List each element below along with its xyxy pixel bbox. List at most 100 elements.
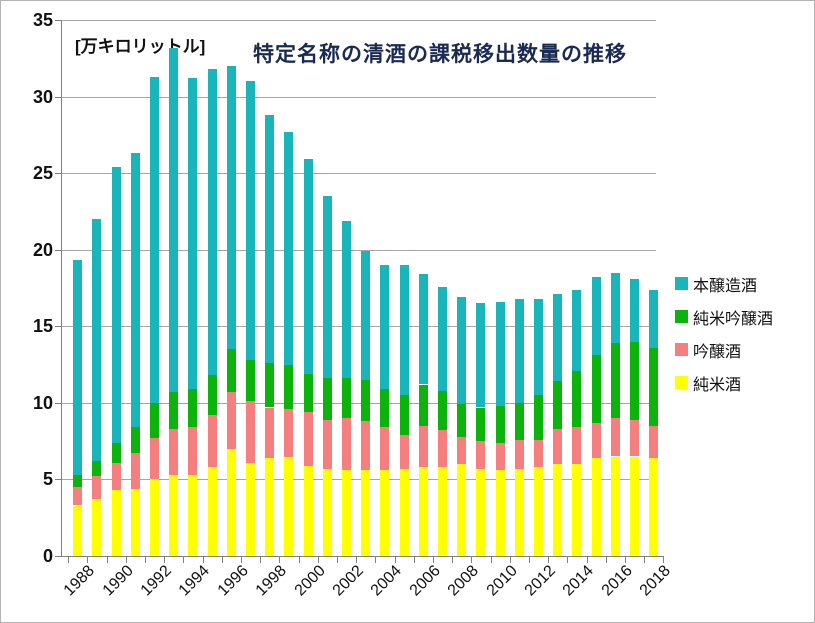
bar-2014-junmai-ginjo: [572, 370, 582, 428]
bar-2013-junmai: [553, 464, 563, 556]
y-tick-label: 35: [32, 10, 53, 30]
bar-2007-junmai: [438, 467, 447, 556]
bar-1995-junmai-ginjo: [207, 375, 217, 416]
bar-2015-junmai-ginjo: [591, 355, 601, 423]
x-tick-label: 2014: [560, 562, 598, 600]
bar-1994-honjozo: [188, 78, 198, 390]
bar-1993-junmai: [169, 474, 179, 556]
bar-2009-ginjo: [476, 441, 486, 469]
y-tick-label: 25: [32, 163, 53, 184]
bar-2015-ginjo: [591, 422, 601, 458]
bar-2001-junmai: [322, 468, 332, 556]
bar-2017-junmai-ginjo: [630, 341, 639, 420]
bar-1999-honjozo: [284, 131, 294, 365]
bar-2002-junmai: [342, 470, 351, 556]
bar-1997-honjozo: [246, 81, 255, 360]
gridline-30: [61, 96, 656, 98]
legend-label-junmai-ginjo: 純米吟醸酒: [693, 310, 774, 328]
x-axis-tick: [413, 557, 415, 563]
y-axis-tick: [55, 402, 61, 404]
y-axis-tick: [55, 20, 61, 21]
x-tick-label: 1988: [60, 562, 99, 600]
bar-2000-honjozo: [303, 159, 313, 374]
bar-1997-junmai: [246, 462, 255, 556]
bar-1995-junmai: [207, 467, 217, 556]
bar-2018-ginjo: [649, 425, 659, 458]
bar-1997-ginjo: [246, 401, 255, 463]
y-tick-label: 15: [32, 316, 53, 337]
bar-2010-honjozo: [495, 301, 505, 406]
x-axis-tick: [528, 557, 530, 563]
bar-2014-junmai: [572, 464, 582, 556]
bar-1998-honjozo: [265, 114, 275, 363]
x-axis-tick: [452, 557, 454, 563]
bar-2003-junmai: [361, 470, 371, 556]
bar-1996-honjozo: [226, 65, 236, 350]
legend-item-junmai: 純米酒: [675, 366, 773, 399]
x-axis-tick: [144, 557, 146, 563]
bar-2011-honjozo: [514, 298, 524, 403]
bar-2005-junmai-ginjo: [399, 395, 409, 435]
x-axis-tick: [106, 557, 108, 563]
bar-2016-honjozo: [610, 272, 620, 344]
x-axis-tick: [336, 557, 338, 563]
y-tick-label: 0: [42, 546, 53, 566]
x-axis-tick: [471, 557, 473, 563]
x-tick-label: 2004: [368, 562, 406, 600]
bar-1997-junmai-ginjo: [246, 360, 255, 402]
x-axis-tick: [240, 557, 242, 563]
bar-2003-honjozo: [361, 251, 371, 380]
x-tick-label: 2018: [636, 562, 675, 600]
x-tick-label: 1994: [176, 562, 214, 600]
bar-1993-junmai-ginjo: [169, 392, 179, 429]
bar-1998-ginjo: [265, 407, 275, 458]
x-axis-tick: [221, 557, 223, 563]
bar-2008-ginjo: [457, 436, 467, 465]
x-axis-tick: [605, 557, 607, 563]
bar-2014-honjozo: [572, 289, 582, 371]
x-tick-label: 2016: [598, 562, 636, 600]
bar-2004-junmai: [380, 470, 390, 556]
bar-2010-junmai-ginjo: [495, 405, 505, 443]
bar-2002-junmai-ginjo: [342, 378, 351, 419]
y-axis-tick: [55, 249, 61, 251]
bar-2005-ginjo: [399, 435, 409, 469]
bar-2015-honjozo: [591, 277, 601, 356]
x-tick-label: 2000: [291, 562, 329, 600]
bar-2004-honjozo: [380, 265, 390, 389]
x-tick-label: 1996: [214, 562, 252, 600]
bar-2016-ginjo: [610, 418, 620, 457]
legend-item-honjozo: 本醸造酒: [675, 267, 773, 300]
bar-1992-ginjo: [150, 438, 159, 480]
bar-1990-honjozo: [111, 167, 121, 443]
gridline-20: [61, 249, 656, 251]
bar-2002-ginjo: [342, 418, 351, 471]
bar-1993-ginjo: [169, 428, 179, 475]
bar-2008-honjozo: [457, 297, 467, 405]
x-axis-tick: [356, 557, 358, 563]
x-axis-tick: [490, 557, 492, 563]
x-axis-tick: [567, 557, 569, 563]
bar-2018-honjozo: [649, 289, 659, 348]
bar-2015-junmai: [591, 458, 601, 556]
bar-1996-junmai-ginjo: [226, 349, 236, 393]
chart-title: 特定名称の清酒の課税移出数量の推移: [253, 43, 627, 66]
bar-2007-ginjo: [438, 430, 447, 468]
bar-1993-honjozo: [169, 47, 179, 393]
bar-1989-honjozo: [92, 219, 102, 462]
legend-swatch-ginjo: [675, 343, 688, 356]
bar-1994-junmai-ginjo: [188, 389, 198, 428]
x-axis-tick: [87, 557, 89, 563]
bar-2012-junmai: [534, 467, 543, 556]
gridline-25: [61, 173, 656, 175]
bar-2017-honjozo: [630, 278, 639, 342]
bar-1990-junmai-ginjo: [111, 442, 121, 463]
legend-label-ginjo: 吟醸酒: [693, 343, 742, 361]
bar-1996-junmai: [226, 448, 236, 556]
bar-2005-honjozo: [399, 265, 409, 396]
x-axis-tick: [183, 557, 185, 563]
y-tick-label: 5: [42, 469, 53, 490]
x-axis-tick: [375, 557, 377, 563]
y-axis-tick: [55, 326, 61, 328]
